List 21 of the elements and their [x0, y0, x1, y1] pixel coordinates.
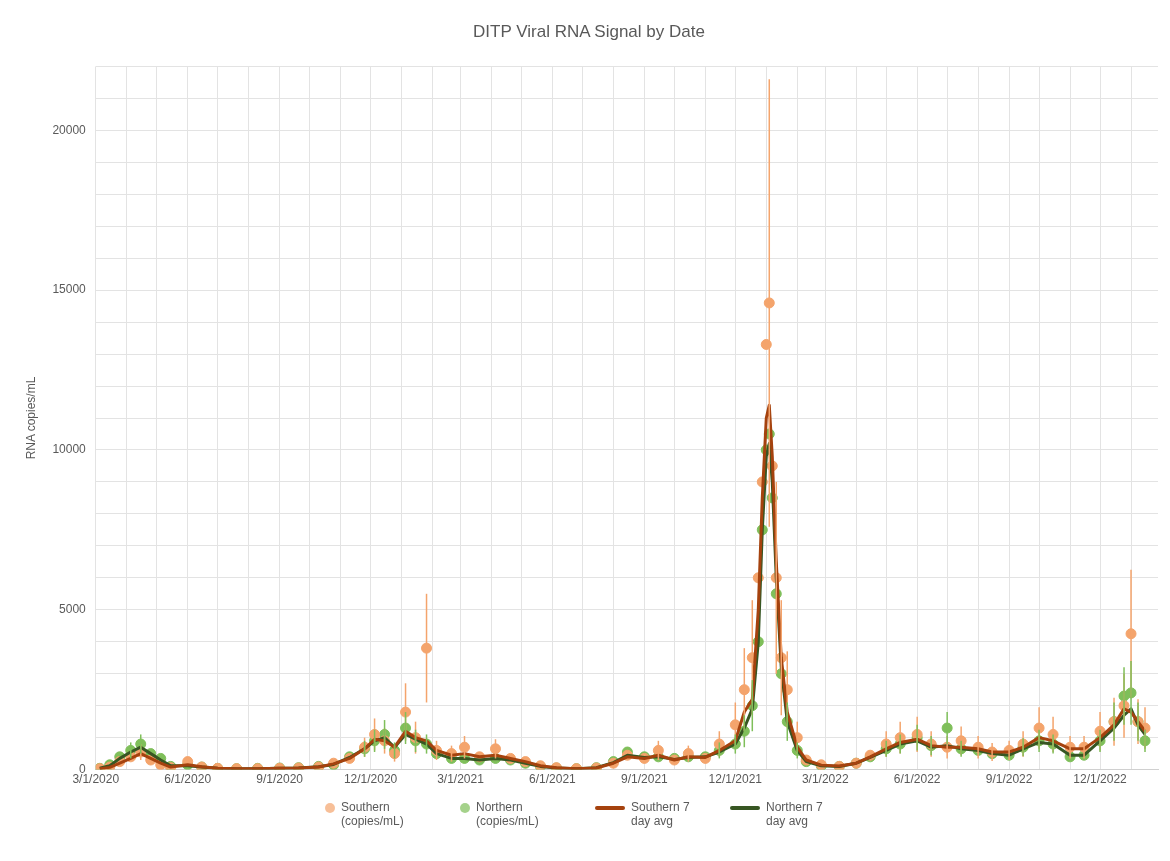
- chart-title: DITP Viral RNA Signal by Date: [473, 21, 705, 41]
- y-axis-title: RNA copies/mL: [23, 376, 38, 460]
- x-tick-label: 6/1/2020: [164, 772, 212, 787]
- x-tick-label: 9/1/2021: [621, 772, 669, 787]
- legend-label: Southern (copies/mL): [341, 800, 405, 828]
- x-tick-label: 12/1/2022: [1073, 772, 1128, 787]
- y-tick-label: 5000: [59, 602, 87, 617]
- legend-label: Southern 7 day avg: [631, 800, 691, 828]
- y-tick-label: 10000: [52, 442, 87, 457]
- x-tick-label: 6/1/2022: [893, 772, 941, 787]
- x-tick-label: 12/1/2021: [708, 772, 763, 787]
- x-tick-label: 3/1/2021: [437, 772, 485, 787]
- x-tick-label: 9/1/2020: [256, 772, 304, 787]
- x-tick-label: 3/1/2022: [801, 772, 849, 787]
- legend-label: Northern 7 day avg: [766, 800, 824, 828]
- x-tick-label: 9/1/2022: [985, 772, 1033, 787]
- y-tick-label: 20000: [52, 122, 87, 137]
- x-tick-label: 6/1/2021: [529, 772, 577, 787]
- legend-label: Northern (copies/mL): [476, 800, 540, 828]
- y-tick-label: 15000: [52, 282, 87, 297]
- x-tick-label: 12/1/2020: [343, 772, 398, 787]
